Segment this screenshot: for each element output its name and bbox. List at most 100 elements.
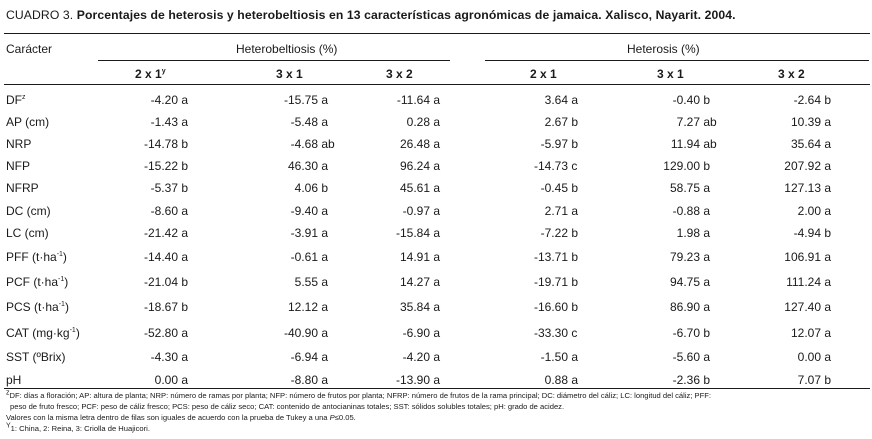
group-heterobeltiosis-header: Heterobeltiosis (%): [236, 42, 338, 56]
table-cell-hb21: -1.43 a: [150, 115, 189, 129]
table-cell-h32: 111.24 a: [786, 275, 832, 289]
table-cell-h32: -4.94 b: [793, 226, 832, 240]
table-cell-h32: 207.92 a: [784, 159, 832, 173]
table-cell-h32: 35.64 a: [790, 137, 832, 151]
table-cell-hb32: -0.97 a: [402, 204, 441, 218]
table-cell-h21: 2.71 a: [544, 204, 579, 218]
table-cell-hb32: -13.90 a: [395, 373, 441, 387]
row-label: AP (cm): [6, 115, 50, 129]
table-cell-hb31: -3.91 a: [290, 226, 329, 240]
table-cell-h21: -33.30 c: [533, 326, 578, 340]
table-cell-hb21: 0.00 a: [154, 373, 189, 387]
subheader-h-3x2: 3 x 2: [778, 67, 805, 81]
table-cell-hb31: -40.90 a: [283, 326, 329, 340]
table-cell-h32: 2.00 a: [797, 204, 832, 218]
row-label: PCF (t·ha-1): [6, 275, 69, 289]
table-cell-h21: -1.50 a: [540, 350, 579, 364]
table-cell-h32: 106.91 a: [784, 250, 832, 264]
table-cell-hb31: -6.94 a: [290, 350, 329, 364]
table-cell-hb32: 14.27 a: [399, 275, 441, 289]
row-label: NRP: [6, 137, 32, 151]
table-cell-hb32: 45.61 a: [399, 181, 441, 195]
subheader-hb-2x1: 2 x 1y: [135, 67, 166, 81]
table-cell-h31: -0.40 b: [672, 93, 711, 107]
row-label: PCS (t·ha-1): [6, 300, 69, 314]
table-cell-h31: 79.23 a: [669, 250, 711, 264]
table-cell-h21: -5.97 b: [540, 137, 579, 151]
table-cell-hb21: -18.67 b: [143, 300, 189, 314]
rule-header-bottom: [4, 84, 870, 85]
table-cell-h31: 86.90 a: [669, 300, 711, 314]
table-cell-h21: 2.67 b: [544, 115, 579, 129]
table-cell-hb21: -14.78 b: [143, 137, 189, 151]
row-label: LC (cm): [6, 226, 49, 240]
rule-top: [4, 33, 870, 34]
table-cell-h31: 129.00 b: [663, 159, 711, 173]
table-cell-h21: 0.88 a: [544, 373, 579, 387]
table-cell-h32: 10.39 a: [790, 115, 832, 129]
table-cell-hb21: -21.04 b: [143, 275, 189, 289]
row-label: PFF (t·ha-1): [6, 250, 67, 264]
subheader-h-3x1: 3 x 1: [657, 67, 684, 81]
table-cell-h32: -2.64 b: [793, 93, 832, 107]
table-cell-h31: -6.70 b: [672, 326, 711, 340]
table-cell-hb31: 4.06 b: [294, 181, 329, 195]
table-cell-hb32: 96.24 a: [399, 159, 441, 173]
table-cell-h21: -13.71 b: [533, 250, 579, 264]
col-character-header: Carácter: [6, 42, 53, 56]
table-cell-hb21: -21.42 a: [143, 226, 189, 240]
row-label: NFRP: [6, 181, 39, 195]
table-cell-hb32: -6.90 a: [402, 326, 441, 340]
table-cell-hb31: -9.40 a: [290, 204, 329, 218]
footnote-genotypes: Y1: China, 2: Reina, 3: Criolla de Huaji…: [6, 422, 150, 433]
table-cell-h32: 127.13 a: [784, 181, 832, 195]
rule-table-bottom: [4, 388, 870, 389]
table-cell-hb31: -4.68 ab: [290, 137, 335, 151]
footnote-abbreviations: zDF: días a floración; AP: altura de pla…: [6, 389, 711, 400]
table-cell-hb32: 35.84 a: [399, 300, 441, 314]
footnote-abbreviations-cont: peso de fruto fresco; PCF: peso de cáliz…: [10, 402, 565, 411]
table-cell-h32: 12.07 a: [790, 326, 832, 340]
table-cell-h21: -19.71 b: [533, 275, 579, 289]
table-cell-hb32: 0.28 a: [406, 115, 441, 129]
table-cell-hb21: -14.40 a: [143, 250, 189, 264]
subheader-hb-3x1: 3 x 1: [276, 67, 303, 81]
table-cell-hb31: -8.80 a: [290, 373, 329, 387]
table-cell-h31: -5.60 a: [672, 350, 711, 364]
table-cell-h21: -7.22 b: [540, 226, 579, 240]
row-label: DFz: [6, 93, 26, 107]
table-cell-h31: -2.36 b: [672, 373, 711, 387]
table-cell-hb32: -15.84 a: [395, 226, 441, 240]
table-cell-hb31: -15.75 a: [283, 93, 329, 107]
table-cell-hb21: -4.20 a: [150, 93, 189, 107]
table-cell-hb32: -4.20 a: [402, 350, 441, 364]
table-caption-text: Porcentajes de heterosis y heterobeltios…: [76, 8, 736, 22]
table-cell-h32: 127.40 a: [784, 300, 832, 314]
table-cell-h31: 94.75 a: [669, 275, 711, 289]
table-cell-hb31: -0.61 a: [290, 250, 329, 264]
table-caption: CUADRO 3. Porcentajes de heterosis y het…: [6, 8, 736, 22]
table-label: CUADRO 3.: [6, 8, 74, 22]
row-label: pH: [6, 373, 22, 387]
row-label: NFP: [6, 159, 30, 173]
table-cell-h21: -16.60 b: [533, 300, 579, 314]
subheader-hb-3x2: 3 x 2: [386, 67, 413, 81]
row-label: CAT (mg·kg-1): [6, 326, 80, 340]
table-cell-h21: -0.45 b: [540, 181, 579, 195]
table-cell-h21: 3.64 a: [544, 93, 579, 107]
table-cell-h32: 0.00 a: [797, 350, 832, 364]
row-label: SST (ºBrix): [6, 350, 66, 364]
table-cell-hb21: -52.80 a: [143, 326, 189, 340]
table-cell-hb21: -15.22 b: [143, 159, 189, 173]
table-cell-hb31: 5.55 a: [294, 275, 329, 289]
table-cell-hb31: 46.30 a: [287, 159, 329, 173]
rule-heterobeltiosis-group: [98, 60, 450, 61]
table-cell-h31: 7.27 ab: [676, 115, 717, 129]
rule-heterosis-group: [485, 60, 869, 61]
table-cell-h31: 11.94 ab: [670, 137, 717, 151]
table-cell-hb32: -11.64 a: [396, 93, 441, 107]
table-cell-hb21: -5.37 b: [150, 181, 189, 195]
table-cell-h31: 58.75 a: [669, 181, 711, 195]
table-cell-h31: -0.88 a: [672, 204, 711, 218]
table-cell-hb32: 14.91 a: [399, 250, 441, 264]
